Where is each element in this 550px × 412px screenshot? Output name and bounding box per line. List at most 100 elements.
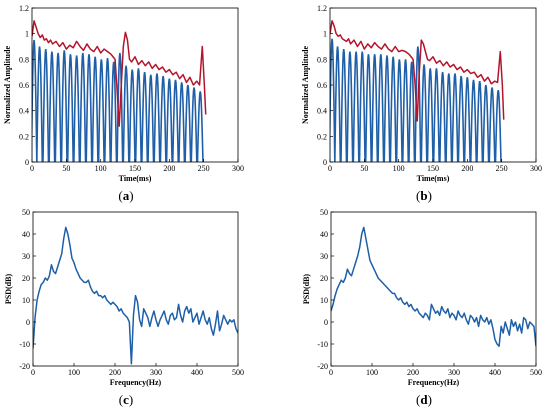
y-tick-label: -20	[317, 362, 328, 371]
pulse-mark	[445, 73, 453, 162]
y-tick-label: 1.2	[19, 4, 29, 13]
panel-label-letter: c	[123, 392, 129, 407]
x-tick-label: 500	[530, 368, 542, 377]
panel-label-open: (	[119, 392, 123, 407]
pulse-mark	[159, 75, 167, 162]
panel-label-open: (	[416, 188, 420, 203]
y-tick-label: 1	[323, 30, 327, 39]
pulse-mark	[122, 65, 130, 162]
chart-panel-d: 0 100 200 300 400 500 -20 -10 0 10 20 30 40 50 Frequen…	[302, 208, 542, 407]
x-tick-label: 500	[232, 368, 244, 377]
y-tick-label: 40	[22, 230, 30, 239]
panel-label-close: )	[129, 188, 133, 203]
x-tick-label: 0	[31, 368, 35, 377]
x-tick-label: 100	[95, 164, 107, 173]
y-axis-label: PSD(dB)	[4, 274, 13, 305]
x-tick-label: 200	[461, 164, 473, 173]
axes-box	[330, 211, 537, 367]
pulse-mark	[340, 48, 348, 162]
panel-label: (c)	[119, 392, 133, 407]
pulse-mark	[128, 69, 136, 162]
pulse-mark	[358, 51, 366, 162]
y-tick-label: 0.4	[317, 107, 327, 116]
y-tick-label: 0.6	[317, 81, 327, 90]
pulse-mark	[451, 73, 459, 162]
pulse-mark	[66, 54, 74, 162]
y-tick-label: 20	[320, 274, 328, 283]
x-tick-label: 0	[30, 164, 34, 173]
pulse-mark	[408, 61, 416, 162]
panel-label-letter: a	[123, 188, 130, 203]
axes-box	[32, 211, 239, 367]
x-tick-label: 50	[62, 164, 70, 173]
pulse-mark	[420, 64, 428, 162]
pulse-mark	[54, 52, 62, 162]
pulse-mark	[147, 74, 155, 162]
pulse-mark	[371, 54, 379, 162]
x-tick-label: 200	[163, 164, 175, 173]
pulse-mark	[457, 75, 465, 162]
pulse-mark	[97, 59, 105, 162]
y-axis-label: PSD(dB)	[302, 274, 311, 305]
chart-panel-a: 0 50 100 150 200 250 300 0 0.2 0.4 0.6 0.8 1 1.2 Time(…	[3, 4, 244, 203]
pulse-mark	[488, 87, 496, 162]
x-tick-label: 400	[489, 368, 501, 377]
pulse-mark	[482, 84, 490, 162]
pulse-mark	[134, 68, 142, 162]
x-tick-label: 400	[191, 368, 203, 377]
x-tick-label: 100	[393, 164, 405, 173]
pulse-mark	[476, 81, 484, 162]
panel-label-open: (	[416, 392, 420, 407]
x-tick-label: 150	[129, 164, 141, 173]
chart-panel-c: 0 100 200 300 400 500 -20 -10 0 10 20 30 40 50 Frequen…	[4, 208, 244, 407]
psd-line	[331, 226, 536, 347]
envelope-line	[32, 20, 207, 127]
pulse-mark	[103, 57, 112, 162]
pulse-mark	[79, 52, 87, 162]
pulse-mark	[73, 55, 81, 162]
y-tick-label: 0.2	[317, 132, 327, 141]
y-tick-label: 1	[25, 30, 29, 39]
psd-line	[33, 226, 238, 365]
y-tick-label: 30	[22, 252, 30, 261]
y-tick-label: 20	[22, 274, 30, 283]
panel-label: (a)	[118, 188, 133, 203]
y-tick-label: 30	[320, 252, 328, 261]
pulse-mark	[110, 61, 118, 162]
pulse-mark	[352, 51, 360, 162]
y-tick-label: 40	[320, 230, 328, 239]
pulse-mark	[426, 68, 434, 162]
y-tick-label: 0	[26, 318, 30, 327]
pulse-mark	[85, 54, 93, 162]
pulse-mark	[60, 50, 68, 162]
x-axis-label: Frequency(Hz)	[110, 378, 162, 387]
x-tick-label: 300	[150, 368, 162, 377]
x-tick-label: 250	[496, 164, 508, 173]
pulse-mark	[171, 79, 180, 162]
pulse-mark	[383, 55, 391, 162]
pulse-mark	[494, 89, 502, 162]
x-tick-label: 200	[109, 368, 121, 377]
y-tick-label: -10	[19, 340, 30, 349]
y-tick-label: 0.6	[19, 81, 29, 90]
y-tick-label: 10	[22, 296, 30, 305]
pulse-mark	[196, 91, 204, 162]
x-tick-label: 50	[360, 164, 368, 173]
pulse-mark	[190, 87, 198, 162]
y-tick-label: 1.2	[317, 4, 327, 13]
y-axis-label: Normalized Amplitude	[301, 46, 310, 124]
pulse-mark	[153, 73, 161, 162]
pulse-mark	[395, 59, 403, 162]
plot-area	[33, 226, 238, 365]
plot-area	[330, 20, 505, 162]
panel-label: (d)	[416, 392, 432, 407]
pulse-mark	[42, 48, 50, 162]
panel-label-letter: d	[420, 392, 428, 407]
x-axis-label: Time(ms)	[119, 174, 152, 183]
x-axis-label: Time(ms)	[417, 174, 450, 183]
x-tick-label: 100	[68, 368, 80, 377]
x-tick-label: 200	[407, 368, 419, 377]
pulse-mark	[439, 72, 447, 162]
x-tick-label: 0	[329, 368, 333, 377]
pulse-mark	[141, 72, 149, 162]
